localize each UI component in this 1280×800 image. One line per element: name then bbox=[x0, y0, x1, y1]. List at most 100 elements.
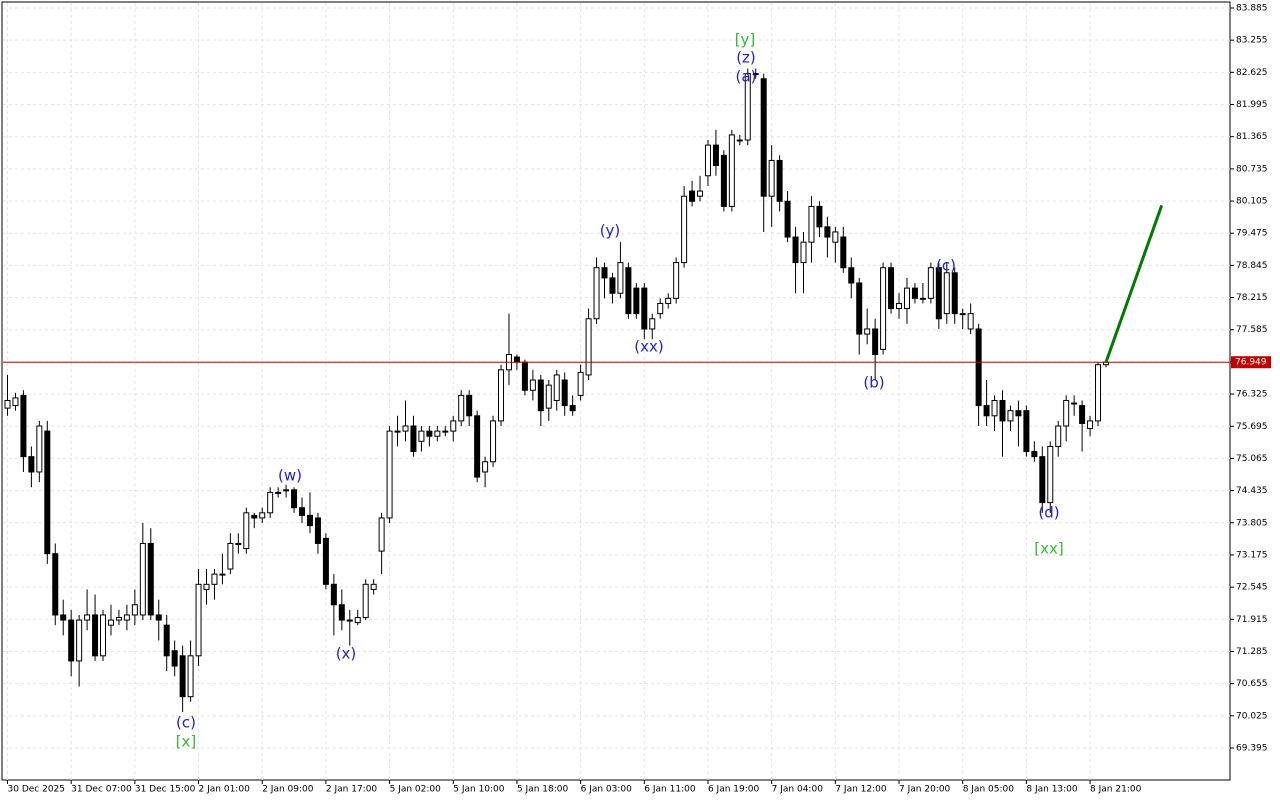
candle-body bbox=[816, 205, 823, 228]
candle-body bbox=[880, 267, 887, 350]
x-tick-label: 2 Jan 17:00 bbox=[326, 785, 378, 795]
candle-body bbox=[911, 287, 918, 299]
y-tick-label: 74.435 bbox=[1236, 486, 1268, 496]
wave-label: (w) bbox=[278, 467, 302, 485]
candle-body bbox=[1095, 364, 1102, 422]
y-tick-label: 71.915 bbox=[1236, 615, 1268, 625]
candle-body bbox=[299, 507, 306, 516]
y-tick-label: 81.995 bbox=[1236, 100, 1268, 110]
candle-body bbox=[163, 624, 170, 657]
candle-body bbox=[354, 617, 361, 624]
candle-body bbox=[131, 604, 138, 616]
candle-body bbox=[139, 542, 146, 616]
plot-frame bbox=[1, 1, 1231, 781]
candle-body bbox=[76, 619, 83, 662]
candle-body bbox=[386, 430, 393, 519]
candle-body bbox=[1031, 451, 1038, 458]
x-tick-label: 5 Jan 02:00 bbox=[390, 785, 442, 795]
candle-body bbox=[800, 241, 807, 264]
candle-body bbox=[1071, 402, 1078, 405]
candle-body bbox=[697, 190, 704, 197]
candle-body bbox=[681, 195, 688, 264]
candle-body bbox=[720, 154, 727, 207]
candle-body bbox=[513, 356, 520, 363]
candle-body bbox=[665, 297, 672, 304]
candle-body bbox=[20, 394, 27, 458]
candle-body bbox=[219, 573, 226, 576]
candle-body bbox=[593, 267, 600, 320]
candle-body bbox=[1007, 410, 1014, 422]
candle-body bbox=[306, 514, 313, 527]
y-tick-label: 78.845 bbox=[1236, 261, 1268, 271]
candle-body bbox=[283, 489, 290, 492]
candle-body bbox=[689, 190, 696, 202]
candle-body bbox=[426, 430, 433, 437]
x-tick-label: 30 Dec 2025 bbox=[8, 785, 66, 795]
candle-body bbox=[100, 614, 107, 657]
candle-body bbox=[649, 318, 656, 330]
candle-body bbox=[107, 619, 114, 626]
candle-body bbox=[776, 159, 783, 202]
candle-body bbox=[896, 302, 903, 310]
wave-label: (c) bbox=[936, 257, 956, 275]
candle-body bbox=[641, 287, 648, 330]
candle-body bbox=[768, 159, 775, 197]
y-tick-label: 70.025 bbox=[1236, 711, 1268, 721]
candle-body bbox=[1015, 410, 1022, 417]
y-tick-label: 83.885 bbox=[1236, 4, 1268, 14]
candle-body bbox=[370, 583, 377, 590]
candle-body bbox=[728, 134, 735, 207]
wave-label: [x] bbox=[176, 733, 197, 751]
candle-body bbox=[736, 139, 743, 142]
candle-body bbox=[211, 573, 218, 585]
wave-label: (z) bbox=[736, 49, 756, 67]
x-tick-label: 6 Jan 03:00 bbox=[581, 785, 633, 795]
candle-body bbox=[123, 614, 130, 621]
wave-label: (a) bbox=[736, 68, 757, 86]
y-tick-label: 70.655 bbox=[1236, 679, 1268, 689]
candle-body bbox=[609, 277, 616, 294]
candle-body bbox=[1023, 410, 1030, 453]
candle-body bbox=[418, 430, 425, 442]
candle-body bbox=[864, 328, 871, 335]
wave-label: (y) bbox=[600, 222, 621, 240]
candle-body bbox=[553, 374, 560, 401]
y-tick-label: 75.065 bbox=[1236, 454, 1268, 464]
candle-body bbox=[442, 430, 449, 433]
candle-body bbox=[410, 425, 417, 453]
candle-body bbox=[617, 262, 624, 294]
candle-body bbox=[888, 267, 895, 310]
candle-body bbox=[92, 614, 99, 657]
y-tick-label: 71.285 bbox=[1236, 647, 1268, 657]
candle-body bbox=[943, 272, 950, 315]
candle-body bbox=[259, 512, 266, 519]
y-tick-label: 77.585 bbox=[1236, 325, 1268, 335]
candle-body bbox=[346, 619, 353, 622]
candle-body bbox=[68, 619, 75, 662]
candle-body bbox=[967, 313, 974, 330]
candle-body bbox=[872, 328, 879, 356]
candle-body bbox=[84, 614, 91, 621]
candle-body bbox=[521, 361, 528, 391]
x-tick-label: 8 Jan 13:00 bbox=[1026, 785, 1078, 795]
candle-body bbox=[903, 287, 910, 310]
candle-body bbox=[935, 267, 942, 320]
x-tick-label: 8 Jan 05:00 bbox=[963, 785, 1015, 795]
candle-body bbox=[314, 517, 321, 544]
x-tick-label: 2 Jan 09:00 bbox=[262, 785, 314, 795]
candle-body bbox=[951, 272, 958, 315]
candle-body bbox=[378, 517, 385, 552]
candle-body bbox=[585, 318, 592, 376]
candle-body bbox=[991, 399, 998, 417]
wave-label: [xx] bbox=[1034, 540, 1063, 558]
candle-body bbox=[203, 583, 210, 590]
candle-body bbox=[147, 542, 154, 616]
candle-body bbox=[848, 267, 855, 284]
candle-body bbox=[44, 430, 51, 555]
wave-label: (x) bbox=[336, 645, 357, 663]
candle-body bbox=[832, 231, 839, 243]
candle-body bbox=[1087, 420, 1094, 430]
forecast-line bbox=[1104, 204, 1164, 363]
candle-body bbox=[784, 200, 791, 238]
